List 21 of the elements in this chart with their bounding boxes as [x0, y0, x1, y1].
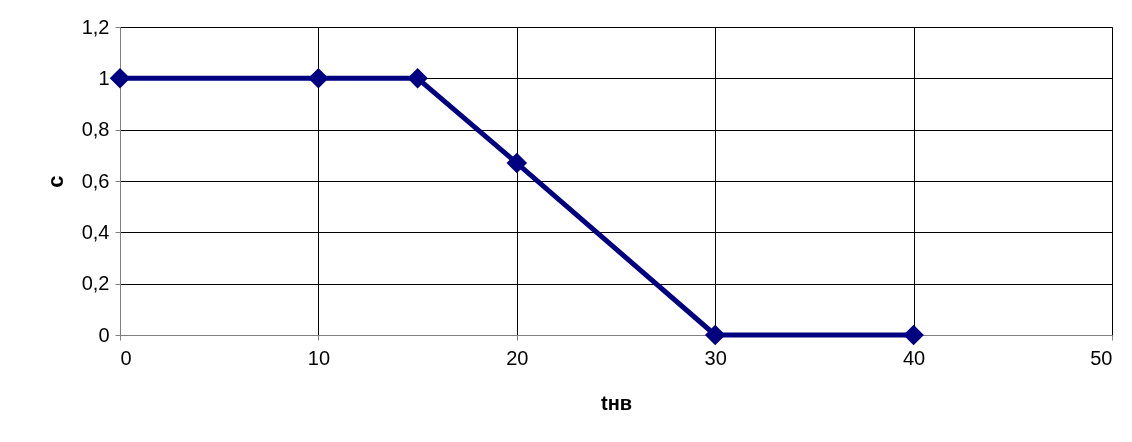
y-tick-label: 1,2 [81, 15, 110, 38]
x-axis-title: tнв [600, 391, 633, 414]
point [704, 324, 726, 346]
y-tick-label: 0,8 [81, 118, 110, 141]
x-tick-label: 50 [1090, 346, 1113, 369]
y-tick-label: 1 [98, 66, 110, 89]
y-tick-label: 0 [98, 323, 110, 346]
point [407, 68, 428, 89]
point [109, 68, 131, 89]
x-tick-label: 40 [902, 346, 926, 369]
x-tick-label: 30 [704, 346, 727, 369]
x-tick-label: 0 [120, 346, 132, 369]
x-tick-label: 20 [506, 346, 529, 369]
y-axis-title: c [42, 175, 68, 188]
y-tick-label: 0,6 [81, 169, 110, 192]
y-tick-label: 0,4 [81, 220, 110, 243]
x-tick-label: 10 [307, 346, 331, 369]
y-tick-label: 0,2 [81, 272, 110, 295]
point [308, 68, 329, 89]
point [506, 152, 528, 174]
point [903, 324, 924, 346]
